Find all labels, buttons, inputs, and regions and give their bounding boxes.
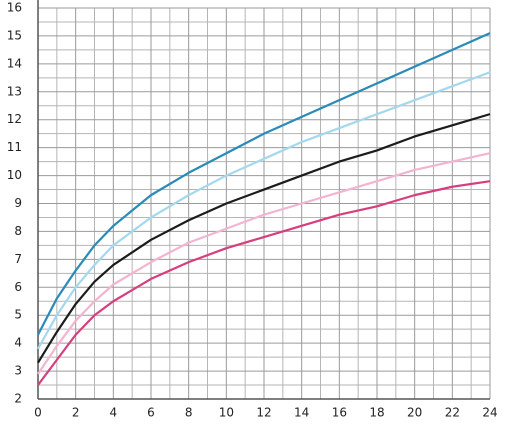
x-tick-label: 24 [482,406,497,420]
growth-curve [37,113,491,364]
x-tick-label: 6 [147,406,155,420]
growth-curve [37,32,491,336]
y-tick-label: 5 [14,308,22,322]
x-tick-label: 16 [332,406,347,420]
y-tick-label: 12 [7,112,22,126]
y-tick-label: 6 [14,280,22,294]
y-tick-label: 16 [7,1,22,15]
y-tick-label: 11 [7,140,22,154]
y-tick-label: 4 [14,336,22,350]
x-tick-label: 12 [256,406,271,420]
x-tick-label: 4 [110,406,118,420]
y-tick-label: 2 [14,392,22,406]
y-tick-label: 3 [14,364,22,378]
x-tick-label: 8 [185,406,193,420]
y-tick-label: 9 [14,196,22,210]
growth-curve [37,180,491,386]
x-tick-label: 0 [34,406,42,420]
y-tick-label: 14 [7,56,22,70]
y-tick-label: 10 [7,168,22,182]
growth-curve [37,152,491,375]
x-tick-label: 2 [72,406,80,420]
y-tick-label: 13 [7,84,22,98]
y-tick-label: 8 [14,224,22,238]
x-tick-label: 22 [445,406,460,420]
y-tick-label: 7 [14,252,22,266]
growth-curve [37,71,491,350]
x-tick-label: 18 [369,406,384,420]
x-tick-label: 20 [407,406,422,420]
x-tick-label: 14 [294,406,309,420]
y-tick-label: 15 [7,28,22,42]
x-tick-label: 10 [219,406,234,420]
